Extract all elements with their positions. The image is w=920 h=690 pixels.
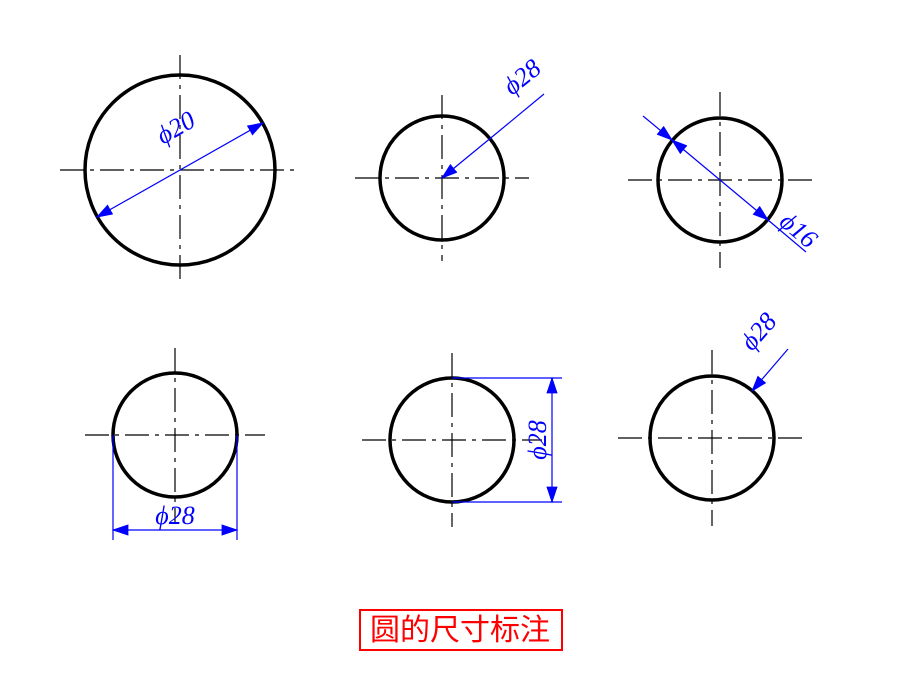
circle-5-group: ϕ28 bbox=[362, 353, 562, 527]
circle-6-group: ϕ28 bbox=[618, 307, 806, 526]
title-text: 圆的尺寸标注 bbox=[370, 614, 550, 647]
drawing-canvas: ϕ20 ϕ28 ϕ16 ϕ28 bbox=[0, 0, 920, 690]
dim-3-label: ϕ16 bbox=[774, 206, 823, 254]
dim-4-label: ϕ28 bbox=[155, 501, 194, 530]
title-group: 圆的尺寸标注 bbox=[360, 610, 562, 650]
dim-2-line-a bbox=[442, 132, 498, 178]
dim-5-value: 28 bbox=[523, 420, 552, 446]
dim-2-label: ϕ28 bbox=[498, 53, 547, 100]
circle-1-group: ϕ20 bbox=[60, 55, 300, 285]
dim-5-label: ϕ28 bbox=[523, 420, 552, 459]
dim-4-value: 28 bbox=[169, 501, 195, 530]
dim-3-line-top bbox=[643, 116, 672, 140]
phi-symbol: ϕ bbox=[523, 446, 552, 459]
dim-6-line bbox=[752, 349, 788, 391]
circle-4-group: ϕ28 bbox=[85, 348, 265, 540]
phi-symbol: ϕ bbox=[155, 501, 168, 530]
dim-1-label: ϕ20 bbox=[151, 105, 200, 150]
dim-2-line-b bbox=[498, 94, 544, 132]
circle-3-group: ϕ16 bbox=[628, 92, 823, 268]
circle-2-group: ϕ28 bbox=[355, 53, 546, 261]
dim-6-label: ϕ28 bbox=[735, 307, 783, 356]
